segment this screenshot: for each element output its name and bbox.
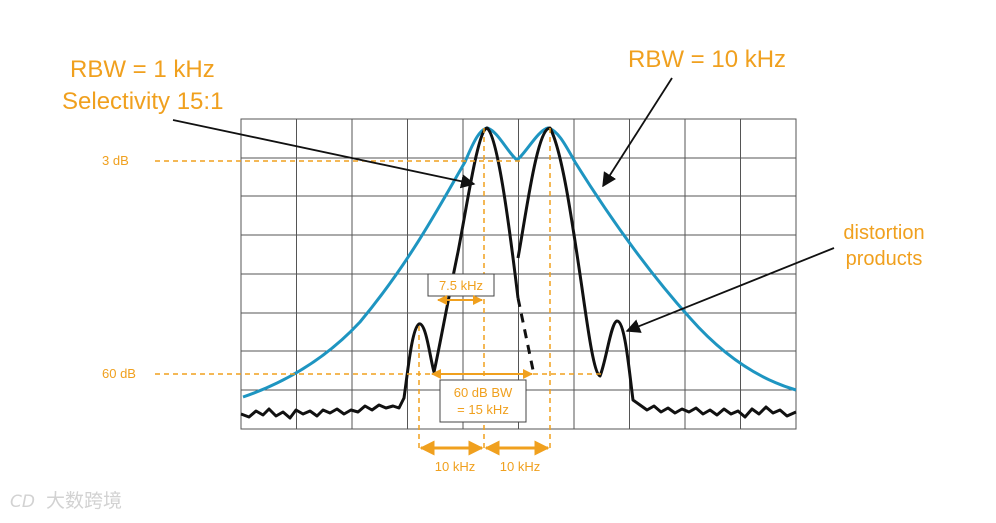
wide-rbw-trace — [242, 126, 797, 399]
watermark-logo: CD — [10, 492, 35, 512]
svg-text:60 dB BW: 60 dB BW — [454, 385, 513, 400]
wide-rbw-callout: RBW = 10 kHz — [628, 46, 786, 73]
wide-rbw-arrow — [602, 77, 673, 188]
svg-text:7.5 kHz: 7.5 kHz — [439, 278, 483, 293]
watermark-text: 大数跨境 — [46, 490, 122, 512]
watermark: CD 大数跨境 — [10, 490, 122, 512]
distortion-arrow — [625, 247, 835, 333]
level-3db-label: 3 dB — [102, 153, 129, 168]
selectivity-callout: Selectivity 15:1 — [62, 88, 223, 115]
spacing-right-label: 10 kHz — [500, 459, 540, 474]
svg-text:= 15 kHz: = 15 kHz — [457, 402, 509, 417]
level-60db-label: 60 dB — [102, 366, 136, 381]
narrow-rbw-callout: RBW = 1 kHz — [70, 56, 215, 83]
distortion-callout-line2: products — [846, 248, 923, 270]
level-lines — [155, 128, 605, 452]
spacing-measure: 10 kHz 10 kHz — [419, 440, 550, 474]
narrow-rbw-trace-hidden — [516, 297, 535, 371]
distortion-callout-line1: distortion — [843, 222, 924, 244]
bw-3db-measure: 7.5 kHz — [427, 273, 495, 305]
spacing-left-label: 10 kHz — [435, 459, 475, 474]
narrow-rbw-arrow — [172, 119, 476, 189]
bw-60db-measure: 60 dB BW = 15 kHz — [431, 369, 533, 423]
